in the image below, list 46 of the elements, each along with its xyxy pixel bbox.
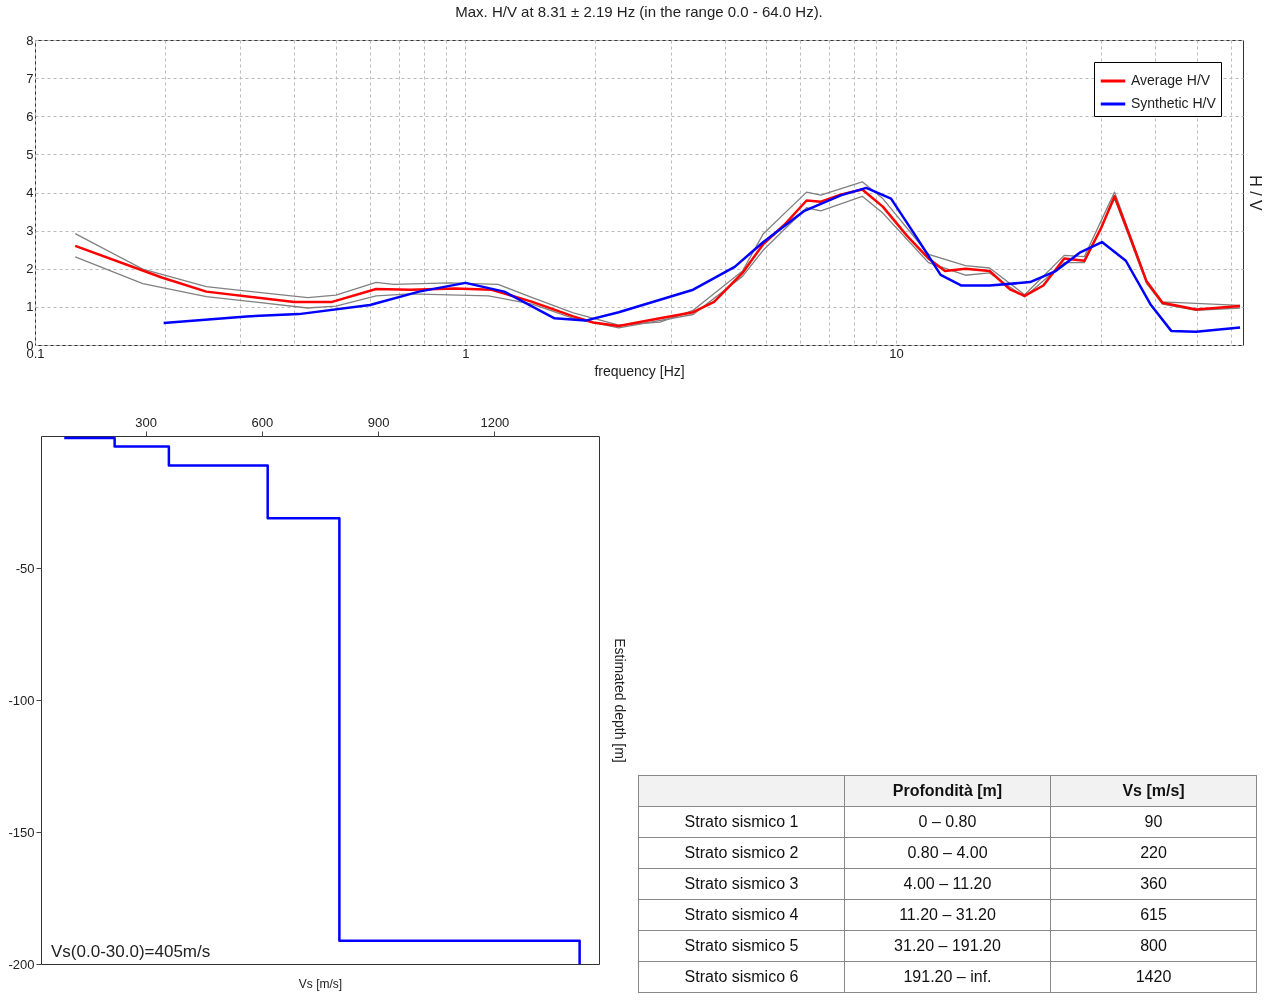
y-tick-label: 5 [26, 146, 34, 162]
text: 90 [1144, 813, 1163, 830]
text: 31.20 – 191.20 [894, 937, 1001, 954]
legend-label: Synthetic H/V [1131, 95, 1217, 111]
text: 1420 [1135, 968, 1172, 985]
x-tick-label: 10 [889, 345, 904, 361]
text: 4.00 – 11.20 [903, 875, 992, 892]
y-tick-label: 4 [26, 185, 34, 200]
y-tick-label: 2 [26, 261, 34, 277]
text: 220 [1140, 844, 1167, 861]
chart-title: Max. H/V at 8.31 ± 2.19 Hz (in the range 0.0 - 64.0 Hz). [455, 3, 823, 20]
y-tick-label: -150 [8, 824, 35, 840]
x-tick-label: 300 [135, 414, 157, 430]
legend-label: Average H/V [1131, 72, 1211, 88]
x-tick-label: 1200 [480, 414, 510, 430]
x-tick-label: 1 [462, 345, 470, 361]
y-axis-title: Estimated depth [m] [611, 638, 628, 763]
y-tick-label: -200 [8, 956, 35, 972]
text: 360 [1140, 875, 1167, 892]
text: 800 [1140, 937, 1167, 954]
x-axis-title: frequency [Hz] [594, 362, 685, 379]
y-tick-label: 7 [26, 70, 34, 86]
x-tick-label: 600 [251, 414, 274, 430]
category-label: Vs [m/s] [1050, 775, 1257, 807]
category-label: Strato sismico 5 [684, 937, 799, 954]
text: 0 – 0.80 [918, 813, 977, 830]
y-tick-label: 1 [26, 299, 34, 315]
category-label: Strato sismico 1 [684, 813, 799, 830]
y-tick-label: -100 [8, 692, 35, 708]
y-tick-label: -50 [15, 560, 35, 576]
text: 0.80 – 4.00 [907, 844, 988, 861]
text: 615 [1140, 906, 1167, 923]
category-label: Profondità [m] [844, 775, 1051, 807]
annotation: Vs(0.0-30.0)=405m/s [51, 942, 211, 961]
category-label: Strato sismico 3 [684, 875, 799, 892]
y-axis-title: H / V [1246, 175, 1264, 212]
x-axis-title: Vs [m/s] [298, 976, 343, 991]
category-label: Strato sismico 4 [684, 906, 799, 923]
text: 191.20 – inf. [903, 968, 992, 985]
category-label: Strato sismico 2 [684, 844, 799, 861]
y-tick-label: 8 [26, 32, 34, 48]
y-tick-label: 3 [26, 223, 34, 239]
text: 11.20 – 31.20 [899, 906, 996, 923]
y-tick-label: 6 [26, 108, 34, 124]
category-label: Strato sismico 6 [684, 968, 799, 985]
x-tick-label: 900 [367, 414, 390, 430]
